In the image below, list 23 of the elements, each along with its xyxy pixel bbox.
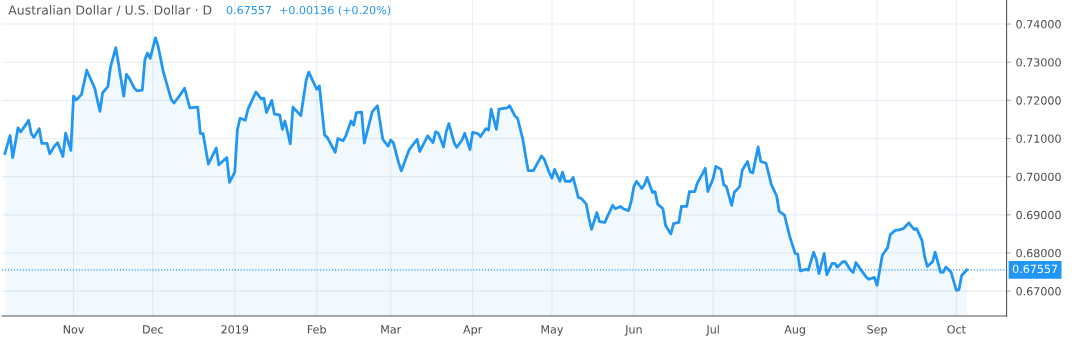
x-tick-label: May: [541, 325, 564, 336]
y-tick-label: 0.68000: [1016, 248, 1061, 258]
x-tick-label: Feb: [307, 324, 326, 334]
y-tick-label: 0.67000: [1016, 287, 1061, 296]
y-tick-label: 0.73000: [1016, 58, 1061, 67]
x-tick-label: Apr: [463, 325, 483, 336]
x-tick-label: Aug: [784, 325, 805, 336]
x-tick-label: Sep: [867, 325, 887, 336]
x-tick-label: Oct: [947, 325, 966, 334]
x-tick-label: Nov: [63, 325, 85, 334]
x-tick-label: Mar: [381, 325, 402, 334]
y-tick-label: 0.74000: [1016, 20, 1061, 29]
chart-subtitle: 0.67557 +0.00136 (+0.20%): [226, 5, 391, 16]
y-tick-label: 0.70000: [1016, 172, 1061, 182]
chart-title: Australian Dollar / U.S. Dollar · D: [8, 5, 212, 16]
y-tick-label: 0.71000: [1016, 134, 1061, 143]
x-tick-label: Dec: [143, 325, 163, 334]
x-tick-label: 2019: [221, 325, 249, 334]
y-tick-label: 0.72000: [1016, 96, 1061, 105]
x-tick-label: Jun: [624, 325, 642, 336]
x-tick-label: Jul: [705, 324, 719, 336]
y-tick-label: 0.69000: [1016, 210, 1061, 220]
ref-line-label: 0.67557: [1012, 264, 1058, 274]
